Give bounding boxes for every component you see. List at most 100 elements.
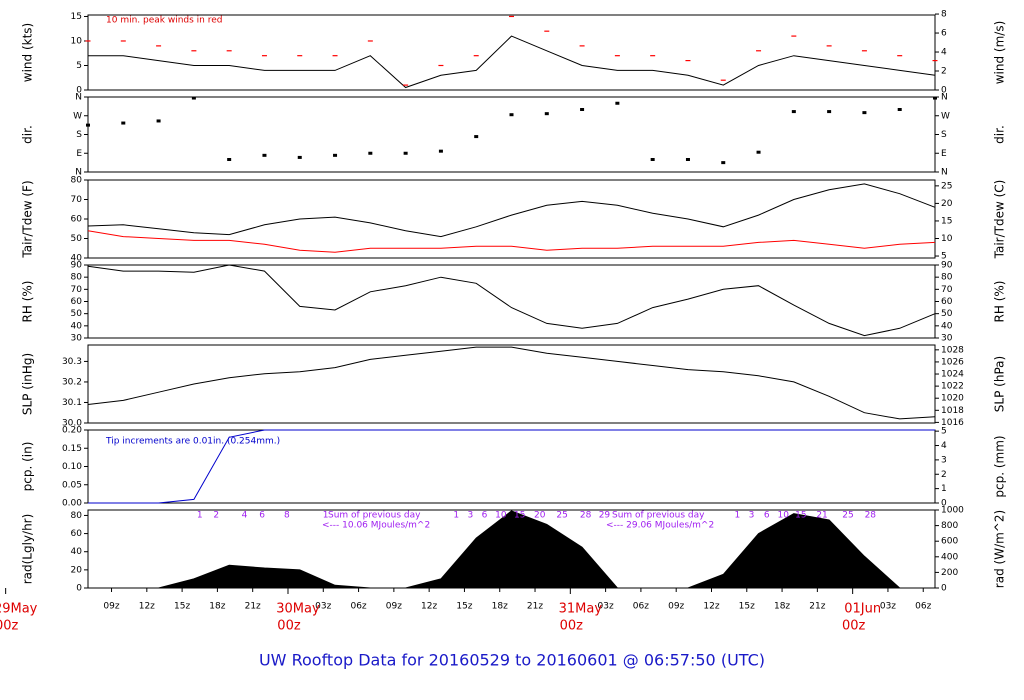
day-hour-label: 00z [560,619,584,634]
data-point [721,161,726,165]
y2-tick-label: E [941,149,947,159]
y-tick-label: W [73,111,82,121]
data-point [791,110,796,114]
x-tick-label: 12z [703,602,719,612]
y2-tick-label: 1028 [941,345,964,355]
data-point [544,112,549,116]
y2-tick-label: 200 [941,568,958,578]
data-point [756,150,761,154]
x-tick-label: 03z [315,602,331,612]
y2-tick-label: 1026 [941,357,964,367]
y2-tick-label: N [941,93,948,103]
y2-axis-label: RH (%) [993,281,1007,323]
y2-axis-label: SLP (hPa) [993,356,1007,412]
panel-frame [87,264,936,339]
y2-tick-label: 1000 [941,506,964,516]
y-tick-label: N [75,168,82,178]
tip-mark-label: 20 [534,511,546,521]
data-point [827,110,832,114]
y2-tick-label: 50 [941,309,953,319]
tip-mark-label: 6 [764,511,770,521]
y2-tick-label: 40 [941,321,953,331]
tip-mark-label: 3 [749,511,755,521]
tip-mark-label: 25 [556,511,567,521]
y2-tick-label: 25 [941,181,952,191]
y-tick-label: 40 [71,254,83,264]
x-tick-label: 06z [633,602,649,612]
y2-tick-label: 1020 [941,394,964,404]
x-tick-label: 15z [456,602,472,612]
data-point [897,108,902,111]
tip-mark-label: 3 [467,511,473,521]
y2-tick-label: 2 [941,67,947,77]
y2-tick-label: 1024 [941,370,964,380]
y2-tick-label: 15 [941,216,952,226]
day-hour-label: 00z [277,619,301,634]
x-tick-label: 21z [527,602,543,612]
data-point [156,119,161,123]
area [88,510,935,589]
tip-mark-label: 28 [580,511,592,521]
y-tick-label: 0 [76,584,82,594]
y2-tick-label: S [941,130,947,140]
y-tick-label: 50 [71,309,83,319]
tip-mark-label: 1 [197,511,203,521]
y-tick-label: 20 [71,565,83,575]
y-tick-label: 60 [71,297,83,307]
y-tick-label: 80 [71,273,83,283]
line [88,35,936,89]
line [87,346,936,420]
tip-mark-label: 1 [453,511,459,521]
y2-tick-label: 400 [941,552,958,562]
y2-tick-label: 6 [941,29,947,39]
annotation: Sum of previous day [328,511,421,521]
tip-mark-label: 15 [795,511,806,521]
y2-tick-label: 1022 [941,382,964,392]
y-axis-label: wind (kts) [21,23,35,82]
y2-tick-label: 80 [941,273,953,283]
data-point [227,158,232,161]
day-label: 01Jun [844,602,881,617]
data-point [191,96,196,100]
data-point [262,153,267,157]
x-tick-label: 09z [668,602,684,612]
y-tick-label: E [76,149,82,159]
y2-axis-label: rad (W/m^2) [993,510,1007,588]
day-label: 30May [276,602,320,617]
data-point [297,155,302,159]
x-tick-label: 06z [915,602,931,612]
y2-tick-label: 30 [941,334,953,344]
y2-tick-label: 60 [941,297,953,307]
y-tick-label: 80 [71,176,83,186]
y2-tick-label: 3 [941,455,947,465]
data-point [474,135,479,139]
x-tick-label: 03z [598,602,614,612]
annotation: <--- 29.06 MJoules/m^2 [606,521,714,531]
y-tick-label: 0.20 [62,426,82,436]
y-tick-label: 30.2 [62,377,82,387]
y2-tick-label: 5 [941,427,947,437]
tip-mark-label: 6 [259,511,265,521]
data-point [86,123,90,127]
tip-mark-label: 15 [514,511,525,521]
data-point [933,96,937,100]
y2-tick-label: 4 [941,441,947,451]
annotation: Sum of previous day [612,511,705,521]
y2-axis-label: pcp. (mm) [993,435,1007,497]
y2-tick-label: 5 [941,252,947,262]
y-axis-label: dir. [21,125,35,144]
y-tick-label: 30.1 [62,398,82,408]
y-tick-label: 30.0 [62,419,82,429]
data-point [685,158,690,161]
tip-mark-label: 6 [482,511,488,521]
y2-tick-label: 1016 [941,418,964,428]
y2-tick-label: 800 [941,521,958,531]
y-tick-label: 0.05 [62,480,82,490]
data-point [580,108,585,111]
y2-tick-label: 0 [941,584,947,594]
x-tick-label: 09z [103,602,119,612]
y2-tick-label: 0 [941,499,947,509]
y2-tick-label: 1 [941,484,947,494]
